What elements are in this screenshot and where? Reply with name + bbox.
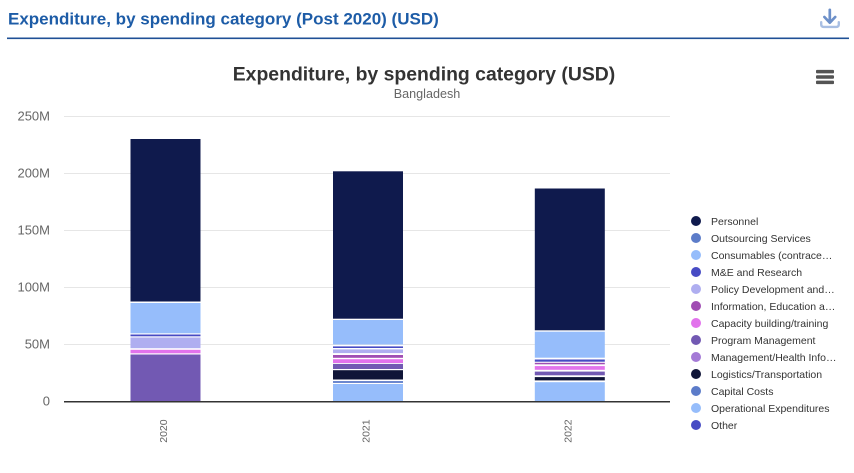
svg-text:Operational Expenditures: Operational Expenditures [711, 403, 830, 415]
svg-text:2021: 2021 [361, 419, 373, 443]
svg-text:Expenditure, by spending categ: Expenditure, by spending category (Post … [8, 9, 439, 28]
svg-text:2022: 2022 [563, 419, 575, 443]
svg-text:Logistics/Transportation: Logistics/Transportation [711, 369, 822, 381]
svg-text:Policy Development and…: Policy Development and… [711, 284, 835, 296]
svg-text:2020: 2020 [158, 419, 170, 443]
svg-text:Program Management: Program Management [711, 335, 816, 347]
svg-text:50M: 50M [25, 337, 50, 352]
svg-text:100M: 100M [17, 280, 50, 295]
svg-text:200M: 200M [17, 166, 50, 181]
svg-text:Bangladesh: Bangladesh [394, 87, 461, 101]
svg-text:Expenditure, by spending categ: Expenditure, by spending category (USD) [233, 64, 615, 86]
svg-text:Outsourcing Services: Outsourcing Services [711, 233, 811, 245]
svg-text:Other: Other [711, 420, 738, 432]
svg-text:Information, Education a…: Information, Education a… [711, 301, 835, 313]
svg-text:Management/Health Info…: Management/Health Info… [711, 352, 837, 364]
svg-text:250M: 250M [17, 109, 50, 124]
svg-text:150M: 150M [17, 223, 50, 238]
svg-text:Personnel: Personnel [711, 216, 758, 228]
svg-text:Capacity building/training: Capacity building/training [711, 318, 828, 330]
svg-text:0: 0 [43, 394, 50, 409]
svg-text:M&E and Research: M&E and Research [711, 267, 802, 279]
svg-text:Consumables (contrace…: Consumables (contrace… [711, 250, 832, 262]
svg-text:Capital Costs: Capital Costs [711, 386, 773, 398]
